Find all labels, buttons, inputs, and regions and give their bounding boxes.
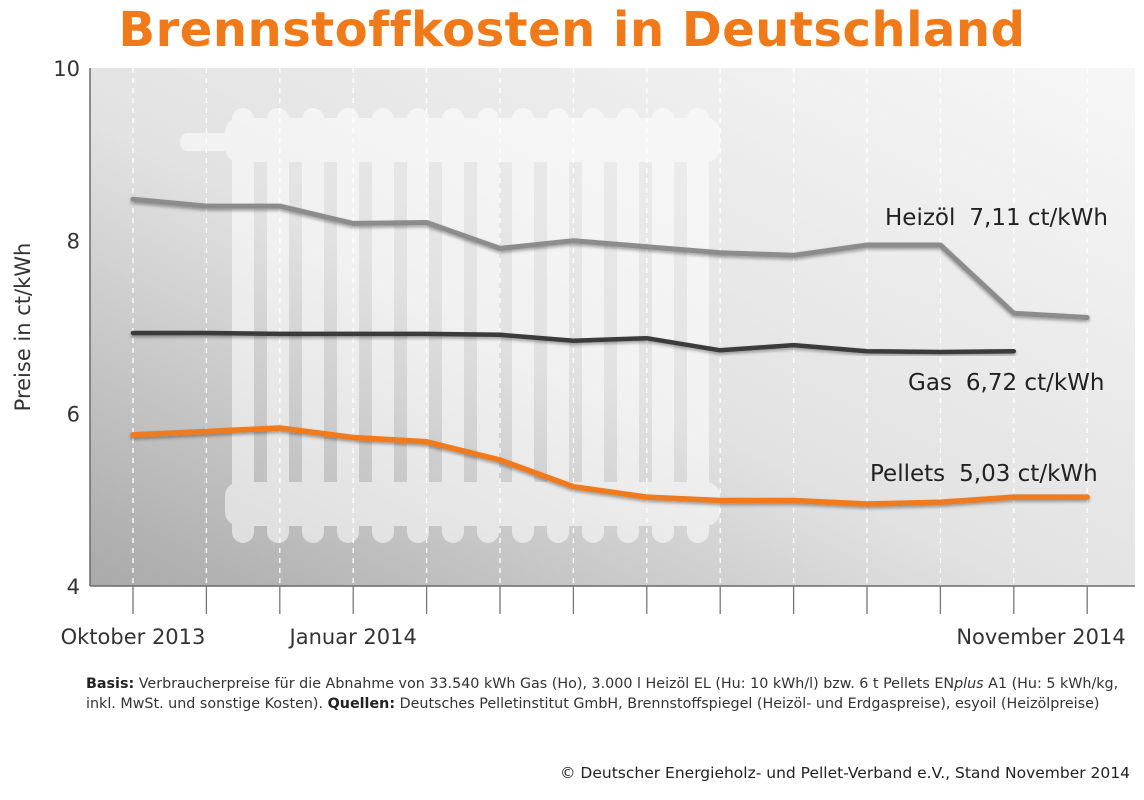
- series-label-name: Heizöl: [885, 205, 955, 231]
- radiator-fin: [407, 108, 429, 543]
- x-tick-label: November 2014: [956, 625, 1125, 649]
- radiator-watermark: [180, 108, 720, 543]
- basis-label: Basis:: [86, 676, 135, 692]
- series-label-value: 6,72 ct/kWh: [966, 370, 1105, 396]
- y-tick-label: 4: [67, 575, 80, 599]
- series-labels: Heizöl 7,11 ct/kWh Gas 6,72 ct/kWh Pellets 5,…: [870, 205, 1108, 487]
- sources-label: Quellen:: [327, 696, 396, 712]
- x-ticks: Oktober 2013 Januar 2014 November 2014: [61, 586, 1126, 649]
- radiator-fin: [302, 108, 324, 543]
- radiator-fin: [687, 108, 709, 543]
- series-lines: [130, 196, 1090, 507]
- series-label-value: 5,03 ct/kWh: [959, 461, 1098, 487]
- y-tick-label: 6: [67, 402, 80, 426]
- series-label-name: Pellets: [870, 461, 945, 487]
- y-tick-label: 10: [53, 57, 80, 81]
- radiator-fin: [477, 108, 499, 543]
- series-line-heizoel: [130, 196, 1090, 320]
- radiator-fin: [652, 108, 674, 543]
- footnote: Basis: Verbraucherpreise für die Abnahme…: [86, 674, 1136, 714]
- y-axis-label: Preise in ct/kWh: [11, 243, 35, 412]
- radiator-fin: [232, 108, 254, 543]
- series-label-pellets: Pellets 5,03 ct/kWh: [870, 461, 1098, 487]
- series-label-name: Gas: [908, 370, 952, 396]
- radiator-fin: [582, 108, 604, 543]
- basis-text-2: A1 (Hu: 5 kWh/kg, inkl. MwSt. und sonsti…: [86, 676, 1119, 712]
- y-tick-label: 8: [67, 230, 80, 254]
- radiator-fin: [267, 108, 289, 543]
- series-label-gas: Gas 6,72 ct/kWh: [908, 370, 1104, 396]
- series-label-value: 7,11 ct/kWh: [969, 205, 1108, 231]
- line-chart: 4 6 8 10 Oktober 2013 Januar 2014 November 20…: [11, 57, 1135, 649]
- enplus-italic: plus: [954, 676, 984, 692]
- radiator-fin: [617, 108, 639, 543]
- series-line-pellets: [130, 425, 1090, 507]
- radiator-fin: [337, 108, 359, 543]
- y-ticks: 4 6 8 10: [53, 57, 80, 599]
- radiator-fin: [442, 108, 464, 543]
- copyright: © Deutscher Energieholz- und Pellet-Verb…: [559, 764, 1130, 782]
- series-label-heizoel: Heizöl 7,11 ct/kWh: [885, 205, 1108, 231]
- chart-title: Brennstoffkosten in Deutschland: [118, 2, 1026, 58]
- series-line-gas: [130, 330, 1017, 355]
- sources-text: Deutsches Pelletinstitut GmbH, Brennstof…: [399, 696, 1100, 712]
- basis-text: Verbraucherpreise für die Abnahme von 33…: [138, 676, 955, 692]
- radiator-fin: [512, 108, 534, 543]
- x-tick-label: Januar 2014: [288, 625, 417, 649]
- x-tick-label: Oktober 2013: [61, 625, 206, 649]
- radiator-fin: [547, 108, 569, 543]
- radiator-fin: [372, 108, 394, 543]
